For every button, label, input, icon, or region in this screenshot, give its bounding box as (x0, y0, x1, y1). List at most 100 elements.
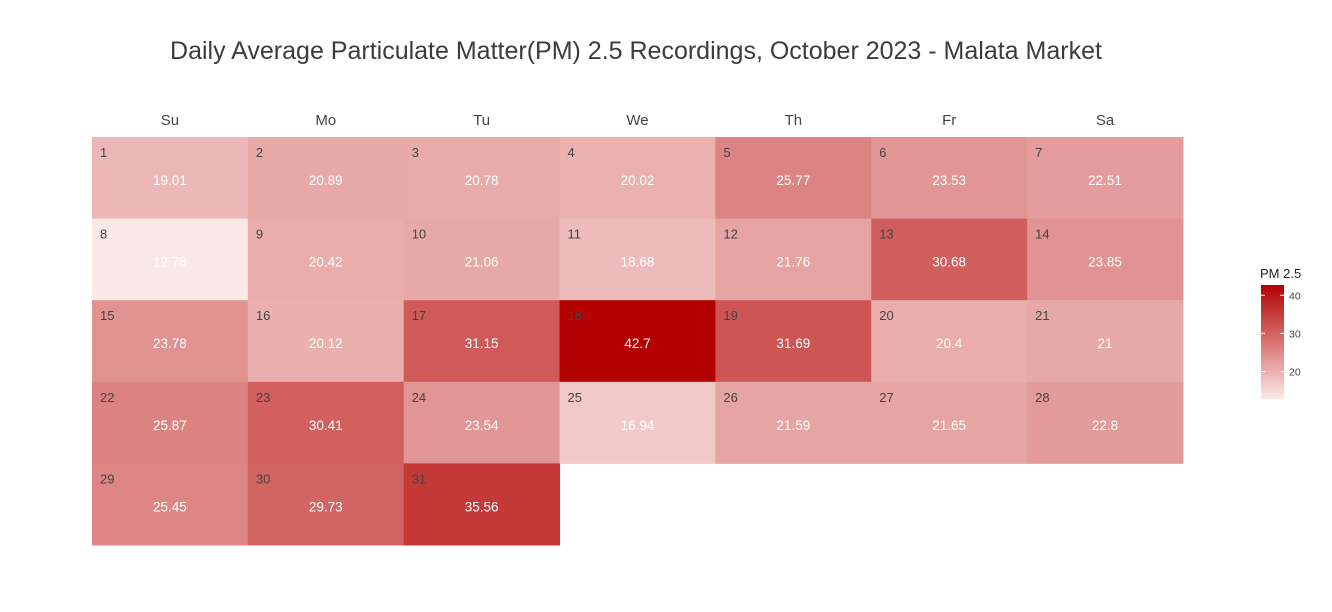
day-cell-22 (92, 381, 249, 464)
day-number-28: 28 (1035, 390, 1049, 405)
day-cell-24 (403, 381, 561, 464)
day-cell-16 (247, 300, 405, 383)
day-value-21: 21 (1098, 336, 1113, 351)
day-value-14: 23.85 (1088, 255, 1122, 270)
day-value-28: 22.8 (1092, 418, 1118, 433)
day-value-25: 16.94 (621, 418, 655, 433)
day-number-17: 17 (412, 308, 426, 323)
weekday-label-tu: Tu (473, 112, 490, 129)
day-cell-13 (871, 218, 1028, 301)
day-number-26: 26 (723, 390, 737, 405)
day-number-5: 5 (723, 145, 730, 160)
day-number-8: 8 (100, 227, 107, 242)
day-cell-30 (247, 463, 405, 546)
day-number-30: 30 (256, 471, 270, 486)
day-cell-23 (247, 381, 405, 464)
day-value-23: 30.41 (309, 418, 343, 433)
day-cell-14 (1027, 218, 1184, 301)
day-value-5: 25.77 (776, 173, 810, 188)
day-number-19: 19 (723, 308, 737, 323)
day-cell-3 (403, 137, 561, 220)
day-cell-10 (403, 218, 561, 301)
day-number-1: 1 (100, 145, 107, 160)
legend-colorbar (1261, 285, 1284, 399)
day-number-7: 7 (1035, 145, 1042, 160)
day-cell-2 (247, 137, 405, 220)
day-value-27: 21.65 (932, 418, 966, 433)
day-number-9: 9 (256, 227, 263, 242)
day-cell-11 (559, 218, 716, 301)
color-legend: PM 2.5 20 30 40 (1260, 266, 1301, 399)
day-value-17: 31.15 (465, 336, 499, 351)
day-number-24: 24 (412, 390, 426, 405)
day-number-13: 13 (879, 227, 893, 242)
day-number-20: 20 (879, 308, 893, 323)
legend-tick-label-40: 40 (1289, 290, 1301, 302)
weekday-label-we: We (626, 112, 648, 129)
day-number-4: 4 (568, 145, 575, 160)
calendar-cells: 1 19.01 2 20.89 3 20.78 4 20.02 5 25.77 6 23.53 7 22.… (92, 137, 1184, 546)
day-cell-28 (1027, 381, 1184, 464)
day-value-16: 20.12 (309, 336, 343, 351)
day-cell-12 (715, 218, 872, 301)
day-cell-25 (559, 381, 716, 464)
day-number-31: 31 (412, 471, 426, 486)
day-cell-7 (1027, 137, 1184, 220)
day-value-29: 25.45 (153, 499, 187, 514)
day-value-9: 20.42 (309, 255, 343, 270)
weekday-label-sa: Sa (1096, 112, 1115, 129)
day-cell-6 (871, 137, 1028, 220)
day-value-20: 20.4 (936, 336, 963, 351)
day-value-11: 18.68 (621, 255, 655, 270)
day-value-6: 23.53 (932, 173, 966, 188)
day-cell-31 (403, 463, 561, 546)
day-number-18: 18 (568, 308, 582, 323)
day-number-12: 12 (723, 227, 737, 242)
chart-title: Daily Average Particulate Matter(PM) 2.5… (170, 37, 1102, 65)
day-number-14: 14 (1035, 227, 1049, 242)
day-number-16: 16 (256, 308, 270, 323)
day-cell-27 (871, 381, 1028, 464)
day-value-24: 23.54 (465, 418, 499, 433)
day-value-3: 20.78 (465, 173, 499, 188)
day-cell-29 (92, 463, 249, 546)
legend-tick-label-20: 20 (1289, 366, 1301, 378)
day-cell-15 (92, 300, 249, 383)
day-value-26: 21.59 (776, 418, 810, 433)
day-value-7: 22.51 (1088, 173, 1122, 188)
day-value-1: 19.01 (153, 173, 187, 188)
day-cell-17 (403, 300, 561, 383)
day-cell-18 (559, 300, 716, 383)
day-number-25: 25 (568, 390, 582, 405)
day-cell-26 (715, 381, 872, 464)
day-value-2: 20.89 (309, 173, 343, 188)
day-cell-4 (559, 137, 716, 220)
day-number-2: 2 (256, 145, 263, 160)
day-value-8: 12.78 (153, 255, 187, 270)
day-value-10: 21.06 (465, 255, 499, 270)
day-cell-5 (715, 137, 872, 220)
day-value-22: 25.87 (153, 418, 187, 433)
day-value-18: 42.7 (624, 336, 650, 351)
day-value-31: 35.56 (465, 499, 499, 514)
legend-title: PM 2.5 (1260, 266, 1301, 281)
day-number-23: 23 (256, 390, 270, 405)
day-cell-21 (1027, 300, 1184, 383)
legend-tick-label-30: 30 (1289, 328, 1301, 340)
day-number-22: 22 (100, 390, 114, 405)
day-cell-8 (92, 218, 249, 301)
weekday-labels: Su Mo Tu We Th Fr Sa (161, 112, 1115, 129)
day-number-11: 11 (568, 227, 582, 242)
day-value-19: 31.69 (776, 336, 810, 351)
day-number-3: 3 (412, 145, 419, 160)
weekday-label-su: Su (161, 112, 179, 129)
day-value-30: 29.73 (309, 499, 343, 514)
day-number-10: 10 (412, 227, 426, 242)
weekday-label-fr: Fr (942, 112, 956, 129)
day-cell-19 (715, 300, 872, 383)
day-number-15: 15 (100, 308, 114, 323)
day-cell-1 (92, 137, 249, 220)
day-value-13: 30.68 (932, 255, 966, 270)
day-value-12: 21.76 (776, 255, 810, 270)
